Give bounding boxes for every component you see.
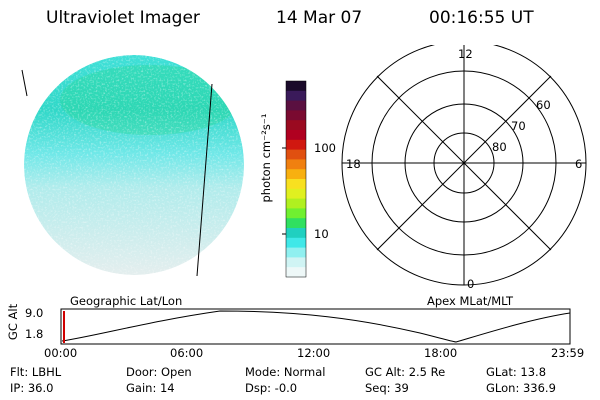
timeline-y-axis-label: GC Alt	[6, 303, 20, 341]
colorbar-segment	[286, 149, 306, 160]
colorbar-segment	[286, 81, 306, 92]
timeline-right-caption: Apex MLat/MLT	[427, 294, 514, 308]
colorbar-segment	[286, 237, 306, 249]
colorbar-segment	[286, 188, 306, 200]
info-door: Door: Open	[126, 365, 192, 379]
limb-marker-left	[21, 69, 28, 97]
colorbar-segment	[286, 100, 306, 111]
polar-label-70: 70	[511, 119, 526, 133]
timeline-x-tick-4: 23:59	[551, 346, 585, 360]
info-gc-alt: GC Alt: 2.5 Re	[365, 365, 446, 379]
timeline-left-caption: Geographic Lat/Lon	[70, 294, 183, 308]
polar-label-18: 18	[346, 157, 361, 171]
timeline-x-tick-2: 12:00	[297, 346, 331, 360]
timeline-x-tick-3: 18:00	[424, 346, 458, 360]
colorbar-segment	[286, 169, 306, 180]
info-glon: GLon: 336.9	[486, 381, 556, 395]
polar-label-80: 80	[492, 140, 507, 154]
colorbar-segment	[286, 120, 306, 131]
colorbar-segment	[286, 267, 306, 278]
colorbar-unit-label: photon cm⁻²s⁻¹	[259, 113, 273, 203]
terminator-line	[196, 83, 213, 277]
date-label: 14 Mar 07	[276, 8, 363, 28]
instrument-title: Ultraviolet Imager	[46, 8, 200, 28]
earth-image	[21, 55, 244, 277]
colorbar-segment	[286, 139, 306, 151]
colorbar-segment	[286, 257, 306, 268]
polar-label-0: 0	[467, 277, 475, 291]
polar-label-60: 60	[536, 98, 551, 112]
timeline-y-tick-bottom: 1.8	[25, 327, 44, 341]
info-ip: IP: 36.0	[10, 381, 54, 395]
timeline-x-tick-1: 06:00	[170, 346, 204, 360]
info-dsp: Dsp: -0.0	[245, 381, 298, 395]
colorbar-segment	[286, 110, 306, 121]
time-label: 00:16:55 UT	[429, 8, 534, 28]
info-mode: Mode: Normal	[245, 365, 326, 379]
color-bar	[282, 80, 307, 278]
colorbar-segment	[286, 90, 306, 102]
colorbar-segment	[286, 208, 306, 219]
timeline-x-tick-0: 00:00	[44, 346, 78, 360]
info-glat: GLat: 13.8	[486, 365, 547, 379]
polar-label-12: 12	[458, 47, 473, 61]
colorbar-segment	[286, 228, 306, 239]
colorbar-tick-100: 100	[314, 141, 336, 155]
polar-label-6: 6	[575, 157, 583, 171]
timeline-y-tick-top: 9.0	[25, 306, 44, 320]
colorbar-tick-10: 10	[314, 227, 329, 241]
colorbar-segment	[286, 218, 306, 229]
info-flight-filter: Flt: LBHL	[10, 365, 62, 379]
polar-plot	[341, 45, 587, 286]
colorbar-segment	[286, 159, 306, 170]
colorbar-segment	[286, 130, 306, 141]
colorbar-segment	[286, 198, 306, 209]
info-gain: Gain: 14	[126, 381, 175, 395]
colorbar-segment	[286, 247, 306, 258]
colorbar-segment	[286, 179, 306, 190]
info-seq: Seq: 39	[365, 381, 409, 395]
altitude-timeline	[60, 308, 571, 345]
